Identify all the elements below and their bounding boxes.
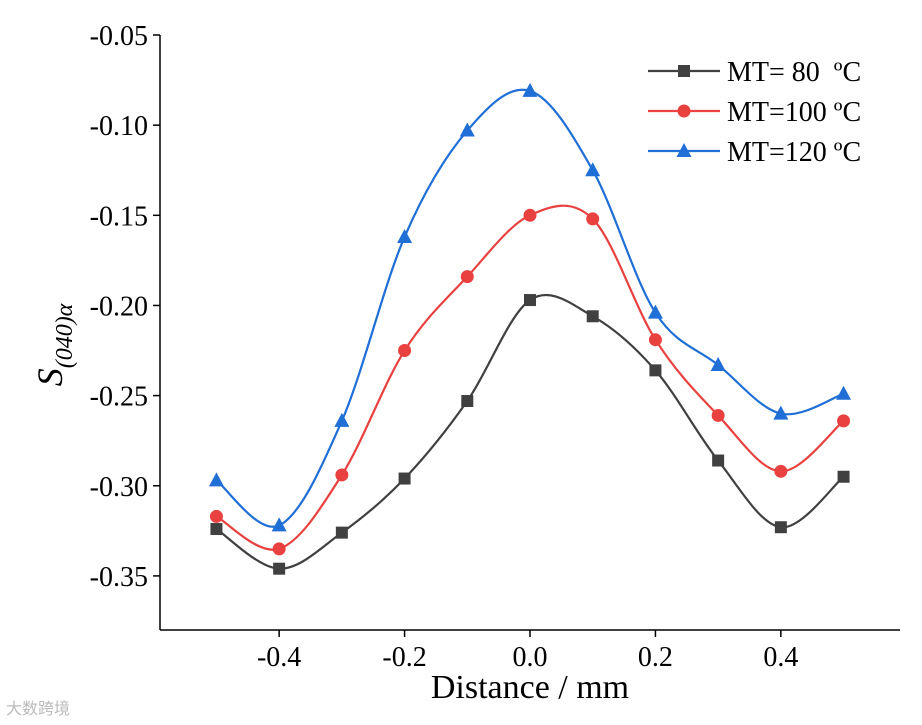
- legend: MT= 80 ºC MT=100 ºC MT=120 ºC: [648, 57, 861, 168]
- data-point: [774, 464, 788, 478]
- data-point: [209, 509, 223, 523]
- data-point: [208, 472, 224, 487]
- series-line: [215, 204, 845, 551]
- data-point: [522, 82, 538, 97]
- y-tick-label: -0.15: [90, 201, 148, 232]
- legend-marker: [677, 104, 691, 118]
- x-tick-label: 0.0: [513, 642, 548, 673]
- data-point: [335, 468, 349, 482]
- data-point: [837, 470, 850, 483]
- series-line: [215, 293, 845, 570]
- data-point: [460, 270, 474, 284]
- data-point: [586, 212, 600, 226]
- data-point: [397, 228, 413, 243]
- series-group: [208, 82, 852, 575]
- data-point: [648, 333, 662, 347]
- data-point: [586, 310, 599, 323]
- series-0: [210, 293, 850, 575]
- y-tick-label: -0.10: [90, 111, 148, 142]
- data-point: [837, 414, 851, 428]
- legend-marker: [676, 143, 692, 157]
- data-point: [712, 454, 725, 467]
- data-point: [272, 542, 286, 556]
- y-tick-label: -0.35: [90, 562, 148, 593]
- legend-marker: [678, 65, 690, 77]
- data-point: [273, 562, 286, 575]
- x-axis-label: Distance / mm: [431, 669, 629, 706]
- data-point: [836, 385, 852, 400]
- data-point: [459, 122, 475, 137]
- data-point: [774, 521, 787, 534]
- axes: -0.05 -0.10 -0.15 -0.20 -0.25 -0.30 -0.35 -0.4 -…: [90, 21, 900, 673]
- data-point: [711, 408, 725, 422]
- data-point: [649, 364, 662, 377]
- data-point: [523, 208, 537, 222]
- y-tick-label: -0.20: [90, 291, 148, 322]
- data-point: [334, 412, 350, 427]
- x-tick-label: -0.4: [257, 642, 301, 673]
- y-tick-label: -0.25: [90, 382, 148, 413]
- y-tick-label: -0.05: [90, 21, 148, 52]
- data-point: [461, 395, 474, 408]
- series-2: [208, 82, 852, 532]
- y-axis-label: S(040)α: [30, 303, 78, 386]
- legend-label: MT=120 ºC: [727, 137, 861, 168]
- y-axis-label-main: S: [30, 368, 70, 386]
- data-point: [398, 344, 412, 358]
- y-axis-label-subscript: (040)α: [52, 303, 78, 368]
- legend-label: MT=100 ºC: [727, 97, 861, 128]
- y-tick-label: -0.30: [90, 472, 148, 503]
- x-tick-label: -0.2: [382, 642, 426, 673]
- data-point: [210, 523, 223, 536]
- x-tick-label: 0.4: [763, 642, 798, 673]
- x-tick-label: 0.2: [638, 642, 673, 673]
- watermark: 大数跨境: [6, 699, 71, 718]
- data-point: [398, 472, 411, 485]
- series-1: [209, 204, 851, 556]
- data-point: [647, 304, 663, 319]
- data-point: [585, 162, 601, 177]
- data-point: [524, 294, 536, 307]
- data-point: [335, 526, 348, 539]
- legend-label: MT= 80 ºC: [727, 57, 861, 88]
- data-point: [710, 356, 726, 371]
- data-point: [271, 517, 287, 532]
- data-point: [773, 405, 789, 420]
